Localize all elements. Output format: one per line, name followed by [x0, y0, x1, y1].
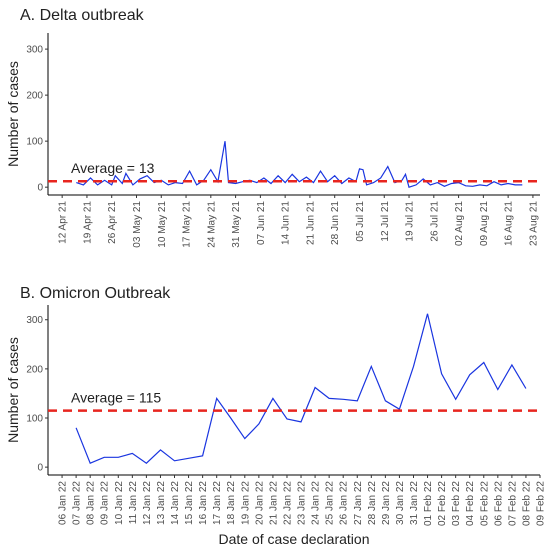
x-tick-label: 11 Jan 22 — [128, 481, 139, 525]
x-tick-label: 19 Apr 21 — [82, 201, 93, 244]
x-tick-label: 06 Feb 22 — [493, 481, 504, 526]
y-axis-label: Number of cases — [5, 61, 21, 167]
average-label: Average = 115 — [71, 390, 161, 406]
y-tick-label: 200 — [26, 364, 43, 375]
x-tick-label: 02 Aug 21 — [454, 201, 465, 246]
x-tick-label: 03 May 21 — [132, 201, 143, 248]
x-tick-label: 08 Feb 22 — [521, 481, 532, 526]
x-tick-label: 28 Jan 22 — [367, 481, 378, 525]
x-tick-label: 12 Apr 21 — [58, 201, 69, 244]
x-tick-label: 03 Feb 22 — [451, 481, 462, 526]
x-tick-label: 12 Jul 21 — [380, 201, 391, 242]
average-label: Average = 13 — [71, 160, 155, 176]
x-tick-label: 14 Jun 21 — [281, 201, 292, 245]
x-tick-label: 31 May 21 — [231, 201, 242, 248]
x-tick-label: 22 Jan 22 — [282, 481, 293, 525]
y-tick-label: 100 — [26, 137, 43, 148]
x-tick-label: 07 Jun 21 — [256, 201, 267, 245]
x-tick-label: 31 Jan 22 — [409, 481, 420, 525]
panel-title: B. Omicron Outbreak — [20, 285, 171, 302]
x-tick-label: 28 Jun 21 — [330, 201, 341, 245]
x-tick-label: 26 Jul 21 — [429, 201, 440, 242]
y-tick-label: 0 — [37, 183, 43, 194]
x-tick-label: 08 Jan 22 — [86, 481, 97, 525]
y-tick-label: 100 — [26, 414, 43, 425]
y-tick-label: 300 — [26, 45, 43, 56]
x-tick-label: 23 Aug 21 — [528, 201, 539, 246]
x-tick-label: 21 Jan 22 — [268, 481, 279, 525]
x-axis-label: Date of case declaration — [219, 531, 370, 547]
x-tick-label: 26 Jan 22 — [339, 481, 350, 525]
x-tick-label: 23 Jan 22 — [297, 481, 308, 525]
y-axis-label: Number of cases — [5, 337, 21, 443]
x-tick-label: 09 Jan 22 — [100, 481, 111, 525]
x-tick-label: 15 Jan 22 — [184, 481, 195, 525]
x-tick-label: 17 Jan 22 — [212, 481, 223, 525]
x-tick-label: 01 Feb 22 — [423, 481, 434, 526]
x-tick-label: 24 May 21 — [206, 201, 217, 248]
x-tick-label: 16 Aug 21 — [504, 201, 515, 246]
x-tick-label: 30 Jan 22 — [395, 481, 406, 525]
x-tick-label: 27 Jan 22 — [353, 481, 364, 525]
x-tick-label: 07 Feb 22 — [507, 481, 518, 526]
x-tick-label: 05 Feb 22 — [479, 481, 490, 526]
x-tick-label: 29 Jan 22 — [381, 481, 392, 525]
x-tick-label: 07 Jan 22 — [72, 481, 83, 525]
x-tick-label: 19 Jan 22 — [240, 481, 251, 525]
x-tick-label: 06 Jan 22 — [58, 481, 69, 525]
x-tick-label: 21 Jun 21 — [305, 201, 316, 245]
x-tick-label: 13 Jan 22 — [156, 481, 167, 525]
x-tick-label: 26 Apr 21 — [107, 201, 118, 244]
data-line — [75, 313, 527, 464]
x-tick-label: 19 Jul 21 — [405, 201, 416, 242]
x-tick-label: 18 Jan 22 — [226, 481, 237, 525]
x-tick-label: 16 Jan 22 — [198, 481, 209, 525]
x-tick-label: 05 Jul 21 — [355, 201, 366, 242]
x-tick-label: 14 Jan 22 — [170, 481, 181, 525]
y-tick-label: 300 — [26, 315, 43, 326]
panel-title: A. Delta outbreak — [20, 7, 145, 24]
x-tick-label: 20 Jan 22 — [254, 481, 265, 525]
x-tick-label: 12 Jan 22 — [142, 481, 153, 525]
x-tick-label: 10 May 21 — [157, 201, 168, 248]
data-line — [76, 141, 523, 188]
x-tick-label: 24 Jan 22 — [311, 481, 322, 525]
x-tick-label: 09 Aug 21 — [479, 201, 490, 246]
x-tick-label: 02 Feb 22 — [437, 481, 448, 526]
y-tick-label: 0 — [37, 463, 43, 474]
x-tick-label: 10 Jan 22 — [114, 481, 125, 525]
x-tick-label: 09 Feb 22 — [536, 481, 547, 526]
x-tick-label: 25 Jan 22 — [325, 481, 336, 525]
y-tick-label: 200 — [26, 91, 43, 102]
x-tick-label: 04 Feb 22 — [465, 481, 476, 526]
x-tick-label: 17 May 21 — [182, 201, 193, 248]
